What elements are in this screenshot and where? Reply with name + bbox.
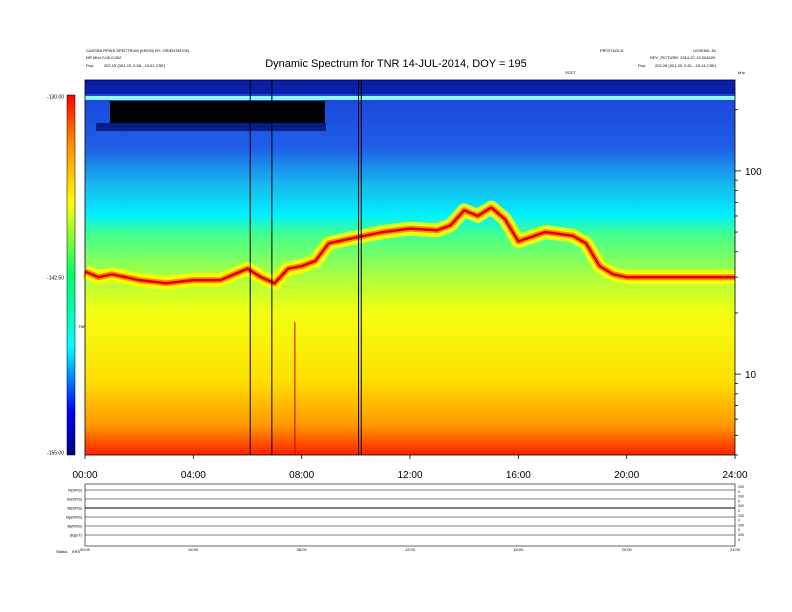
ephemeris-right-label: 200	[738, 504, 744, 508]
black-block	[110, 101, 325, 123]
spectrogram	[82, 79, 736, 456]
ephemeris-x-tick-label: 24:00	[730, 547, 741, 552]
ephemeris-row-label: Br(KRS)	[67, 497, 83, 502]
ephemeris-right-label: 200	[738, 485, 744, 489]
ephemeris-right-label: 200	[738, 495, 744, 499]
colorbar	[66, 94, 76, 456]
header-scet: SCET	[565, 70, 576, 75]
black-block-shadow	[96, 123, 326, 131]
colorbar-tick-label: -155.00	[47, 451, 64, 457]
ephemeris-right-label: 0	[738, 509, 740, 513]
colorbar-tick-label: -130.00	[47, 95, 64, 101]
x-tick-label: 04:00	[181, 470, 206, 481]
ephemeris-row-label: Bp(KRS)	[66, 515, 82, 520]
emission-ridge	[82, 200, 735, 291]
y-axis: 100 10	[735, 109, 762, 456]
header-right-line2: REV_PICTURE: 2014-07-13 004620	[650, 55, 716, 60]
ephemeris-x-tick-label: 00:00	[80, 547, 91, 552]
ephemeris-right-label: 0	[738, 528, 740, 532]
colorbar-tick-label: -142.50	[47, 276, 64, 282]
header-left-line2: NR MHz 0.05-0.052	[86, 55, 122, 60]
top-dark-band	[85, 80, 735, 94]
ephemeris-right-label: 200	[738, 514, 744, 518]
ephemeris-x-tick-label: 20:00	[622, 547, 633, 552]
ridge-line	[84, 206, 735, 285]
header-right-pos-label: Pos:	[638, 63, 647, 68]
x-tick-label: 00:00	[72, 470, 97, 481]
header-left-pos-label: Pos:	[86, 63, 95, 68]
ephemeris-x-tick-label: 12:00	[405, 547, 416, 552]
colorbar-ticks: -130.00 -142.50 -155.00	[47, 95, 64, 457]
ephemeris-panel: R(KRS) Br(KRS) Bt(KRS) Bp(KRS) Bl(KRS) |B|(nT…	[56, 483, 744, 554]
ephemeris-row-label: R(KRS)	[68, 488, 82, 493]
y-tick-label: 100	[745, 167, 762, 178]
ephemeris-right-label: 0	[738, 499, 740, 503]
ephemeris-x-tick-label: 04:00	[188, 547, 199, 552]
ephemeris-row-label: Bt(KRS)	[67, 506, 82, 511]
ephemeris-right-label: 200	[738, 533, 744, 537]
ephemeris-row-label: Bl(KRS)	[68, 524, 83, 529]
x-tick-label: 12:00	[397, 470, 422, 481]
header-khz: kHz	[738, 70, 745, 75]
x-tick-label: 16:00	[506, 470, 531, 481]
ephemeris-right-label: 0	[738, 538, 740, 542]
ephemeris-right-label: 200	[738, 523, 744, 527]
cyan-stripe	[85, 96, 735, 100]
ephemeris-row-label: |B|(nT)	[70, 533, 83, 538]
spectrogram-background	[85, 80, 735, 455]
ephemeris-x-tick-label: 16:00	[513, 547, 524, 552]
status-value: KRS	[72, 549, 81, 554]
ephemeris-right-label: 0	[738, 490, 740, 494]
x-axis: 00:00 04:00 08:00 12:00 16:00 20:00 24:00	[72, 455, 748, 481]
x-tick-label: 08:00	[289, 470, 314, 481]
chart-title: Dynamic Spectrum for TNR 14-JUL-2014, DO…	[265, 58, 527, 70]
ephemeris-right-label: 0	[738, 519, 740, 523]
header-left-line1: CASSINI RPWS SPECTRUM (KRON) BY: ORIENTA…	[86, 48, 190, 53]
vertical-markers	[249, 80, 362, 455]
header-right-pos: 202.28 (301.33, 0.61, -15.14 CSE)	[655, 63, 717, 68]
ephemeris-x-tick-label: 08:00	[297, 547, 308, 552]
x-tick-label: 24:00	[722, 470, 747, 481]
header-right-line1b: LEGEND: 51	[693, 48, 717, 53]
header-right-line1a: PROTO/OLD	[600, 48, 624, 53]
y-tick-label: 10	[745, 370, 757, 381]
colorbar-label: TNR	[78, 324, 86, 329]
ephemeris-frame	[84, 483, 736, 547]
header-left-pos: 202.15 (301.43, 0.58, -15.01 CSE)	[104, 63, 166, 68]
x-tick-label: 20:00	[614, 470, 639, 481]
status-label: Status	[56, 549, 67, 554]
